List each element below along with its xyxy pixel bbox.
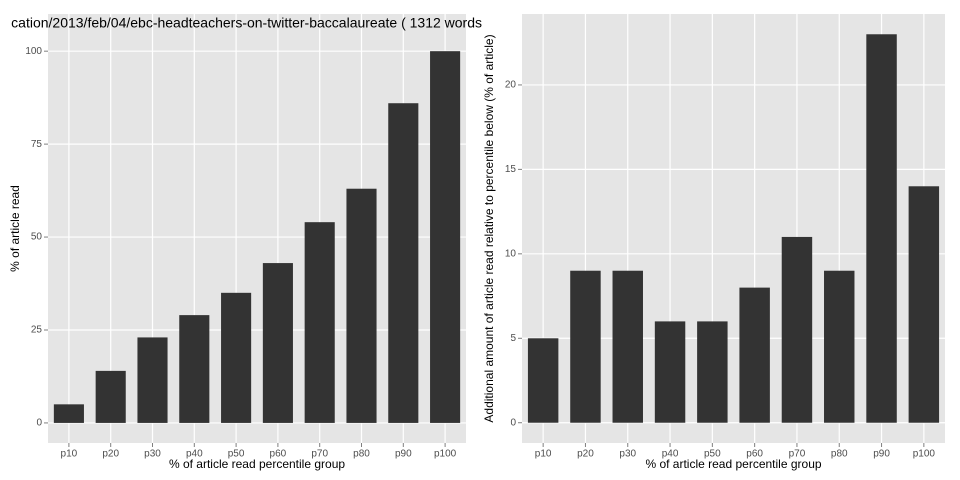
bar: [430, 51, 461, 423]
bar: [654, 321, 686, 423]
bar: [179, 315, 210, 423]
x-tick-label: p100: [913, 449, 936, 460]
y-axis-label: % of article read: [8, 185, 22, 272]
y-tick-label: 25: [31, 325, 43, 336]
x-tick-label: p50: [704, 449, 721, 460]
y-tick-label: 0: [36, 418, 42, 429]
x-tick-label: p70: [789, 449, 806, 460]
bar: [739, 287, 770, 423]
y-tick-label: 10: [505, 248, 517, 259]
y-tick-label: 75: [31, 139, 43, 150]
y-tick-label: 0: [510, 417, 516, 428]
bar: [697, 321, 728, 423]
y-tick-label: 15: [505, 164, 517, 175]
bar: [137, 337, 168, 423]
x-tick-label: p90: [395, 449, 412, 460]
bar: [866, 34, 897, 423]
x-tick-label: p10: [535, 449, 552, 460]
bar: [781, 236, 813, 423]
y-tick-label: 20: [505, 80, 517, 91]
y-tick-label: 5: [510, 333, 516, 344]
x-tick-label: p70: [311, 449, 328, 460]
bar: [262, 263, 293, 423]
x-axis-label: % of article read percentile group: [645, 457, 821, 471]
bar: [221, 292, 252, 423]
x-tick-label: p10: [61, 449, 78, 460]
bar: [95, 370, 126, 423]
bar: [824, 270, 855, 423]
bar: [346, 188, 377, 423]
x-tick-label: p30: [144, 449, 161, 460]
y-tick-label: 100: [25, 46, 42, 57]
x-tick-label: p20: [102, 449, 119, 460]
x-tick-label: p40: [186, 449, 203, 460]
bar: [570, 270, 601, 423]
x-tick-label: p100: [434, 449, 457, 460]
x-tick-label: p60: [746, 449, 763, 460]
x-tick-label: p80: [353, 449, 370, 460]
x-axis-label: % of article read percentile group: [169, 457, 345, 471]
y-axis-label: Additional amount of article read relati…: [482, 34, 496, 422]
x-tick-label: p60: [270, 449, 287, 460]
x-tick-label: p40: [662, 449, 679, 460]
x-tick-label: p50: [228, 449, 245, 460]
x-tick-label: p90: [873, 449, 890, 460]
bar: [612, 270, 643, 423]
bar: [304, 222, 335, 423]
y-tick-label: 50: [31, 232, 43, 243]
chart-title: cation/2013/feb/04/ebc-headteachers-on-t…: [11, 15, 482, 31]
bar: [53, 404, 84, 423]
bar: [527, 338, 559, 423]
bar: [388, 103, 419, 423]
bar: [908, 186, 940, 423]
x-tick-label: p20: [577, 449, 594, 460]
x-tick-label: p30: [619, 449, 636, 460]
x-tick-label: p80: [831, 449, 848, 460]
